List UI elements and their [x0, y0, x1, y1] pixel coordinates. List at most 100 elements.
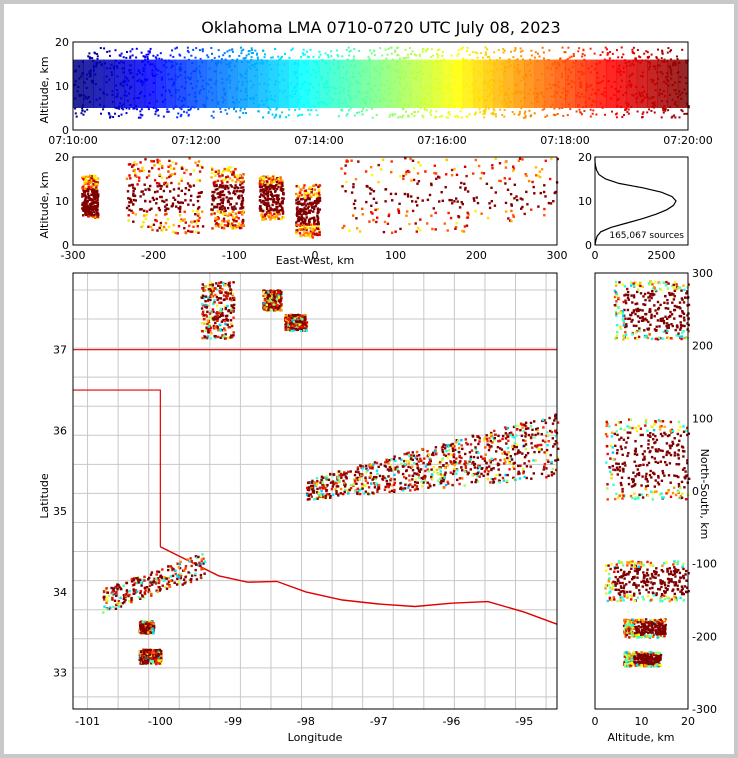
ew-point: [350, 191, 354, 194]
time-point: [502, 51, 505, 54]
time-point: [348, 50, 351, 53]
map-point: [546, 459, 549, 462]
map-point: [342, 479, 345, 483]
ew-point: [299, 224, 302, 227]
ew-point: [486, 216, 490, 220]
time-point: [501, 114, 504, 116]
ew-point: [140, 190, 143, 193]
time-point: [135, 47, 138, 50]
time-point: [606, 48, 608, 51]
map-point: [354, 490, 357, 493]
map-point: [418, 470, 421, 474]
map-point: [469, 443, 473, 446]
time-y-tick: 20: [55, 36, 69, 49]
ew-point: [229, 225, 232, 228]
ew-point: [96, 181, 99, 184]
ew-point: [504, 182, 507, 185]
map-point: [403, 487, 407, 490]
map-point: [483, 436, 486, 440]
map-point: [423, 457, 426, 460]
ew-point: [127, 163, 131, 166]
ew-point: [222, 217, 226, 220]
map-point: [464, 438, 467, 441]
map-point: [444, 471, 447, 474]
ew-point: [490, 200, 493, 203]
map-point: [228, 326, 232, 329]
ew-point: [212, 196, 216, 199]
time-point: [494, 113, 497, 116]
map-point: [285, 321, 288, 324]
ew-point: [431, 227, 434, 231]
time-point: [448, 113, 451, 116]
ew-point: [340, 167, 343, 170]
ew-point: [398, 175, 402, 178]
time-point: [211, 52, 213, 55]
map-point: [470, 480, 473, 484]
ew-point: [143, 183, 146, 186]
map-point: [533, 420, 536, 423]
time-point: [566, 58, 569, 61]
ew-point: [134, 213, 137, 216]
ew-point: [234, 207, 237, 210]
map-point: [446, 480, 449, 484]
time-density-band: [472, 59, 484, 108]
ew-point: [147, 225, 150, 228]
time-point: [503, 115, 506, 118]
map-point: [420, 476, 423, 480]
time-density-band: [493, 59, 505, 108]
ew-point: [466, 211, 469, 214]
ew-point: [242, 189, 245, 192]
map-point: [229, 307, 233, 311]
map-point: [548, 416, 551, 420]
map-point: [289, 322, 292, 325]
ew-point: [466, 190, 470, 193]
time-point: [663, 108, 666, 111]
map-point: [230, 324, 234, 328]
time-point: [490, 112, 493, 115]
map-point: [460, 456, 463, 460]
map-point: [318, 493, 321, 497]
time-point: [385, 57, 388, 60]
time-point: [636, 49, 639, 51]
time-point: [213, 56, 216, 59]
ew-point: [297, 223, 300, 227]
ew-point: [397, 211, 401, 214]
map-point: [499, 459, 502, 462]
map-point: [529, 425, 533, 428]
map-point: [307, 486, 311, 489]
time-point: [93, 51, 96, 54]
ew-y-tick: 0: [62, 239, 69, 252]
map-point: [523, 424, 527, 427]
time-point: [468, 53, 471, 56]
ew-point: [87, 195, 91, 198]
map-point: [233, 303, 236, 307]
ew-point: [133, 171, 137, 174]
map-point: [362, 484, 365, 487]
ew-point: [263, 196, 267, 200]
ew-point: [212, 199, 215, 202]
map-point: [293, 317, 296, 320]
map-point: [556, 456, 559, 460]
ew-point: [84, 195, 88, 198]
time-point: [455, 114, 458, 117]
ew-point: [224, 184, 228, 188]
ew-point: [229, 213, 232, 216]
time-point: [664, 109, 667, 112]
map-point: [335, 485, 338, 488]
map-point: [323, 476, 326, 479]
time-density-band: [288, 59, 300, 108]
time-point: [306, 55, 309, 58]
map-point: [529, 436, 533, 439]
ew-point: [317, 201, 320, 204]
map-point: [218, 289, 221, 293]
time-point: [530, 49, 533, 52]
map-point: [553, 419, 556, 422]
ew-point: [221, 181, 224, 184]
time-point: [117, 115, 120, 118]
map-point: [431, 473, 434, 476]
map-point: [217, 329, 220, 332]
time-point: [636, 110, 639, 113]
ew-y-tick: 20: [55, 151, 69, 164]
ew-point: [144, 158, 147, 161]
map-point: [532, 459, 535, 462]
